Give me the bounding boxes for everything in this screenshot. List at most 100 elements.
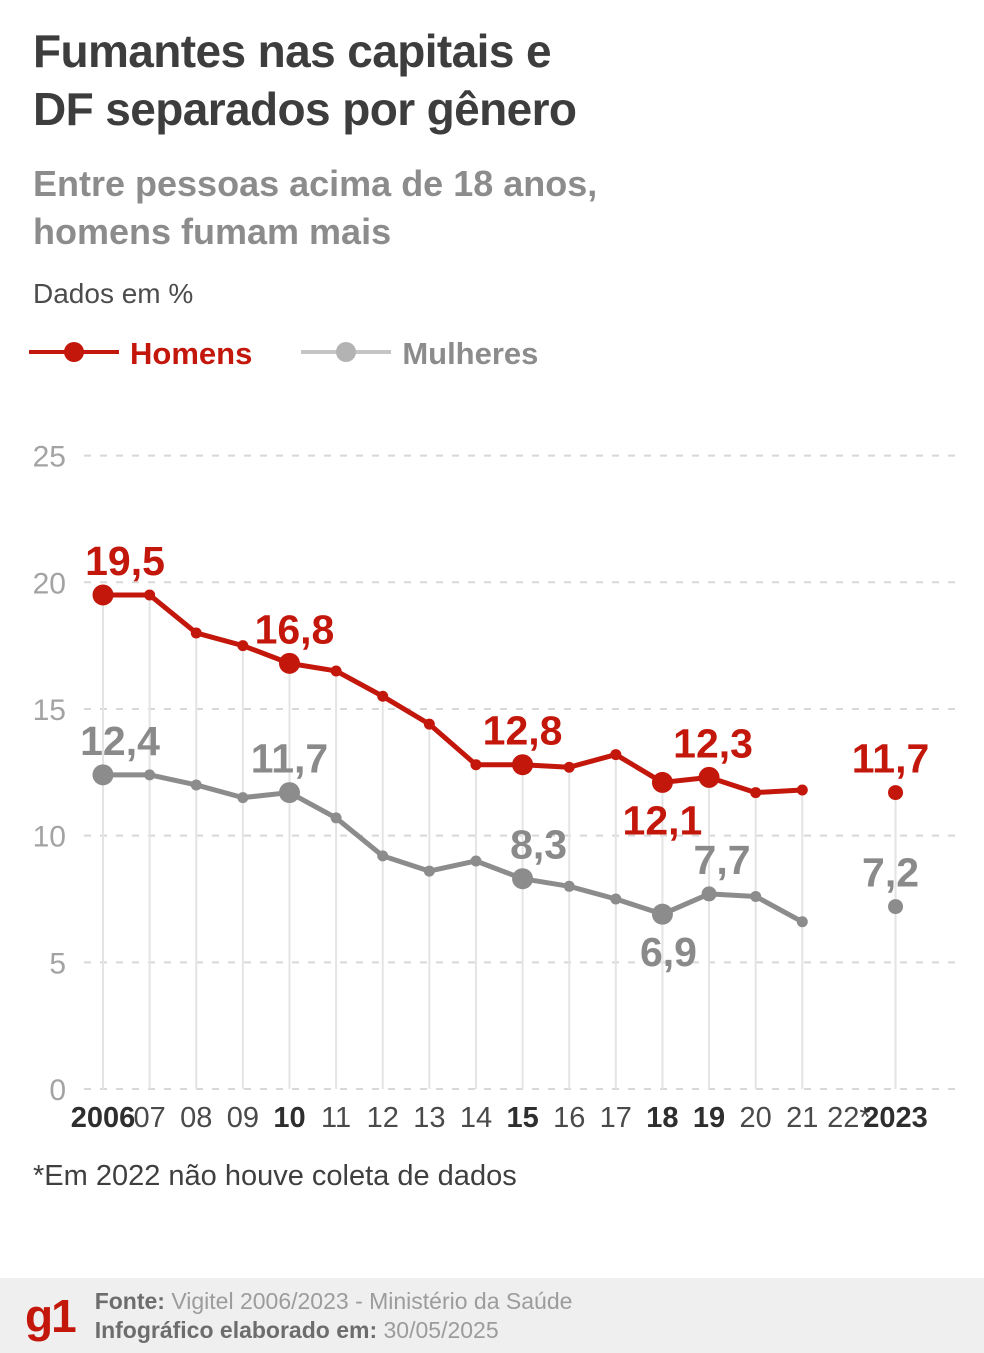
y-tick-label-15: 15 [33, 694, 66, 727]
legend-label-mulheres: Mulheres [402, 336, 539, 371]
g1-logo: g1 [25, 1289, 77, 1342]
data-label-homens-2023: 11,7 [852, 736, 930, 782]
data-label-mulheres-18: 6,9 [640, 929, 697, 975]
source-line: Fonte: Vigitel 2006/2023 - Ministério da… [95, 1287, 573, 1316]
source-value: Vigitel 2006/2023 - Ministério da Saúde [171, 1287, 573, 1314]
page-title-line1: Fumantes nas capitais e [33, 25, 552, 77]
data-label-mulheres-19: 7,7 [694, 837, 751, 883]
legend-item-homens: Homens [28, 336, 252, 372]
x-tick-label-20: 20 [740, 1102, 772, 1134]
data-point-homens-20 [750, 787, 762, 799]
x-tick-label-12: 12 [367, 1102, 399, 1134]
data-point-homens-07 [144, 589, 156, 601]
data-label-mulheres-2006: 12,4 [80, 718, 160, 764]
data-point-homens-13 [423, 718, 435, 730]
data-point-homens-11 [330, 665, 342, 677]
x-tick-label-10: 10 [273, 1102, 305, 1134]
y-tick-label-10: 10 [33, 821, 66, 854]
x-tick-label-11: 11 [321, 1102, 351, 1134]
x-tick-label-09: 09 [227, 1102, 259, 1134]
homens-line-dot-icon [28, 339, 120, 370]
data-point-mulheres-16 [563, 880, 575, 892]
data-label-homens-18: 12,1 [623, 797, 703, 843]
data-point-homens-2023 [888, 785, 904, 801]
mulheres-legend-marker-icon [301, 341, 392, 362]
data-label-homens-19: 12,3 [673, 720, 753, 766]
data-point-mulheres-19 [701, 886, 717, 902]
footer: g1 Fonte: Vigitel 2006/2023 - Ministério… [0, 1278, 984, 1353]
x-tick-label-21: 21 [786, 1102, 818, 1134]
data-point-mulheres-18 [651, 903, 673, 925]
data-point-mulheres-2023 [888, 899, 904, 915]
data-label-homens-10: 16,8 [255, 606, 335, 652]
data-point-mulheres-21 [796, 916, 808, 928]
x-tick-label-15: 15 [506, 1102, 538, 1134]
data-point-homens-18 [651, 771, 673, 793]
legend-dot-icon [336, 341, 357, 362]
data-point-homens-19 [698, 766, 720, 788]
page-subtitle-line1: Entre pessoas acima de 18 anos, [33, 163, 598, 204]
data-point-mulheres-11 [330, 812, 342, 824]
x-tick-label-18: 18 [646, 1102, 678, 1134]
footnote: *Em 2022 não houve coleta de dados [33, 1160, 517, 1192]
x-tick-label-16: 16 [553, 1102, 585, 1134]
x-tick-label-22*: 22* [827, 1102, 871, 1134]
x-tick-label-2023: 2023 [863, 1102, 928, 1134]
page-title: Fumantes nas capitais e DF separados por … [33, 22, 577, 138]
x-tick-label-19: 19 [693, 1102, 725, 1134]
series-line-mulheres [100, 772, 805, 925]
x-tick-label-08: 08 [180, 1102, 212, 1134]
data-point-mulheres-12 [377, 850, 389, 862]
x-tick-label-17: 17 [600, 1102, 632, 1134]
data-label-mulheres-2023: 7,2 [862, 850, 919, 896]
legend: Homens Mulheres [28, 336, 538, 372]
data-point-mulheres-17 [610, 893, 622, 905]
data-point-mulheres-2006 [92, 764, 114, 786]
data-point-homens-2006 [92, 584, 114, 606]
x-tick-label-13: 13 [413, 1102, 445, 1134]
homens-legend-marker-icon [29, 341, 119, 362]
y-tick-label-20: 20 [33, 567, 66, 600]
data-label-homens-15: 12,8 [483, 708, 563, 754]
x-tick-label-07: 07 [133, 1102, 165, 1134]
data-point-homens-14 [470, 759, 482, 771]
data-point-homens-08 [190, 627, 202, 639]
data-label-homens-2006: 19,5 [85, 538, 165, 584]
data-point-mulheres-15 [512, 868, 534, 890]
y-tick-label-0: 0 [49, 1074, 66, 1107]
made-label: Infográfico elaborado em: [94, 1316, 378, 1343]
made-value: 30/05/2025 [383, 1316, 499, 1343]
legend-item-mulheres: Mulheres [300, 336, 538, 372]
data-label-mulheres-15: 8,3 [510, 822, 567, 868]
data-point-homens-09 [237, 640, 249, 652]
page-subtitle: Entre pessoas acima de 18 anos, homens fu… [33, 160, 597, 256]
legend-dot-icon [64, 341, 84, 362]
page-subtitle-line2: homens fumam mais [33, 211, 392, 252]
data-point-mulheres-09 [237, 792, 249, 804]
page-title-line2: DF separados por gênero [33, 83, 577, 135]
data-point-homens-16 [563, 761, 575, 773]
data-label-mulheres-10: 11,7 [251, 736, 329, 782]
data-point-homens-12 [377, 690, 389, 702]
x-tick-label-2006: 2006 [71, 1102, 136, 1134]
source-label: Fonte: [94, 1287, 165, 1314]
data-point-mulheres-14 [470, 855, 482, 867]
data-point-mulheres-07 [144, 769, 156, 781]
data-point-mulheres-13 [423, 865, 435, 877]
made-line: Infográfico elaborado em: 30/05/2025 [95, 1316, 573, 1345]
y-tick-label-5: 5 [49, 947, 66, 980]
series-line-homens [100, 592, 805, 796]
data-point-homens-21 [796, 784, 808, 796]
data-point-homens-10 [278, 652, 300, 674]
data-point-homens-15 [512, 754, 534, 776]
data-point-mulheres-20 [750, 890, 762, 902]
credits: Fonte: Vigitel 2006/2023 - Ministério da… [95, 1287, 573, 1345]
data-point-homens-17 [610, 749, 622, 761]
x-tick-label-14: 14 [460, 1102, 492, 1134]
legend-label-homens: Homens [130, 336, 253, 371]
y-tick-label-25: 25 [33, 441, 66, 474]
data-point-mulheres-10 [278, 782, 300, 804]
data-point-mulheres-08 [190, 779, 202, 791]
